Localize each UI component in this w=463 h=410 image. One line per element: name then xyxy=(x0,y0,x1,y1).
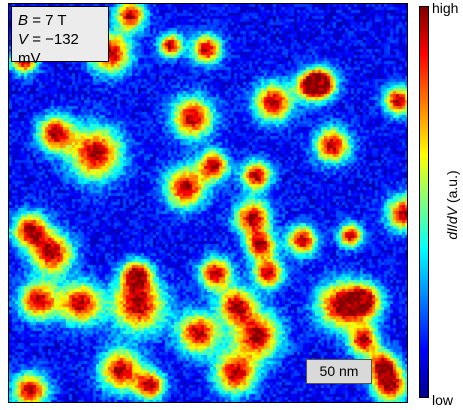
parameter-label-box: B = 7 T V = −132 mV xyxy=(11,6,109,67)
colorbar-high-label: high xyxy=(432,0,459,16)
map-canvas xyxy=(9,4,407,402)
label-unit: (a.u.) xyxy=(444,170,460,207)
label-slash: / xyxy=(444,224,460,228)
colorbar-low-label: low xyxy=(432,392,454,408)
voltage-line: V = −132 mV xyxy=(18,30,102,68)
label-dv: dV xyxy=(444,206,460,225)
scale-bar: 50 nm xyxy=(306,359,372,384)
dIdV-map-image: B = 7 T V = −132 mV 50 nm xyxy=(8,3,408,403)
label-di: dI xyxy=(444,227,460,240)
voltage-value: = −132 mV xyxy=(18,31,79,67)
colorbar-axis-label: dI/dV (a.u.) xyxy=(444,170,460,239)
voltage-symbol: V xyxy=(18,31,29,48)
field-line: B = 7 T xyxy=(18,11,102,30)
colorbar xyxy=(419,6,429,398)
field-symbol: B xyxy=(18,12,29,29)
field-value: = 7 T xyxy=(32,12,67,29)
